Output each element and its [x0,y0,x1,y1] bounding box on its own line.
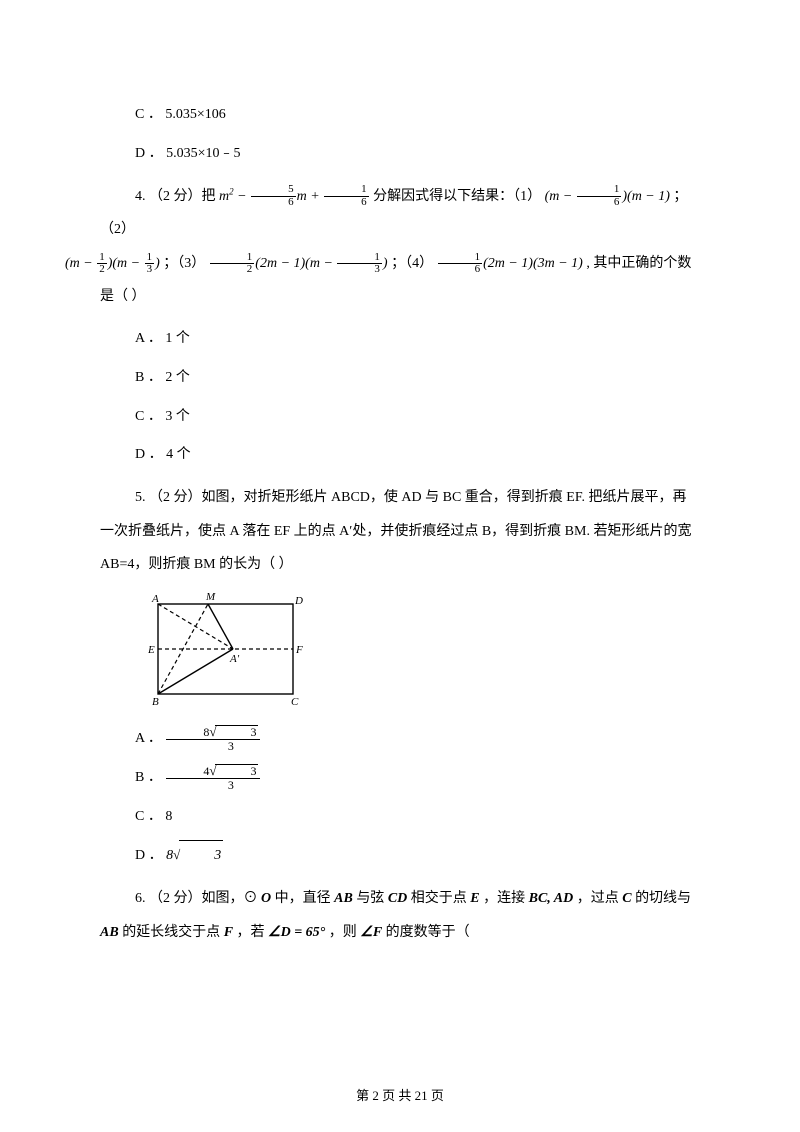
q6-stem: 6. （2 分）如图，⊙ O 中，直径 AB 与弦 CD 相交于点 E ，连接 … [100,882,700,949]
q4-opt3: 12(2m − 1)(m − 13) [209,256,391,271]
q4-opt4: 16(2m − 1)(3m − 1) [437,256,587,271]
q4-option-d: D ． 4 个 [100,440,700,471]
label-D: D [294,595,303,607]
q5-option-d: D ． 8√3 [100,840,700,872]
q5-option-a: A ． 8√3 3 [100,724,700,755]
page: C ． 5.035×106 D ． 5.035×10﹣5 4. （2 分）把 m… [0,0,800,1132]
q3-option-c: C ． 5.035×106 [100,100,700,131]
q4-opt1: (m − 16)(m − 1) [545,189,674,204]
label-A: A [151,593,159,605]
q5-option-c: C ． 8 [100,802,700,833]
label-M: M [205,592,216,603]
label-F: F [295,644,303,656]
q3-option-d: D ． 5.035×10﹣5 [100,139,700,170]
q4-lead2: 分解因式得以下结果：（1） [373,189,545,204]
q4-option-b: B ． 2 个 [100,363,700,394]
q4-stem: 4. （2 分）把 m2 − 56m + 16 分解因式得以下结果：（1） (m… [100,180,700,314]
rectangle-fold-diagram: A M D E A′ F B C [148,592,303,707]
label-Aprime: A′ [229,653,240,665]
q4-option-a: A ． 1 个 [100,324,700,355]
q4-lead5: ；（4） [391,256,437,271]
q4-opt2: (m − 12)(m − 13) [65,247,160,281]
label-C: C [291,696,299,707]
q5-figure: A M D E A′ F B C [148,592,700,712]
q4-lead4: ；（3） [163,256,209,271]
q5-option-b: B ． 4√3 3 [100,763,700,794]
page-number: 第 2 页 共 21 页 [0,1085,800,1104]
q4-lead1: 4. （2 分）把 [135,189,219,204]
q4-main-expr: m2 − 56m + 16 [219,189,373,204]
q4-option-c: C ． 3 个 [100,402,700,433]
q5-stem: 5. （2 分）如图，对折矩形纸片 ABCD，使 AD 与 BC 重合，得到折痕… [100,481,700,582]
label-E: E [148,644,155,656]
label-B: B [152,696,159,707]
